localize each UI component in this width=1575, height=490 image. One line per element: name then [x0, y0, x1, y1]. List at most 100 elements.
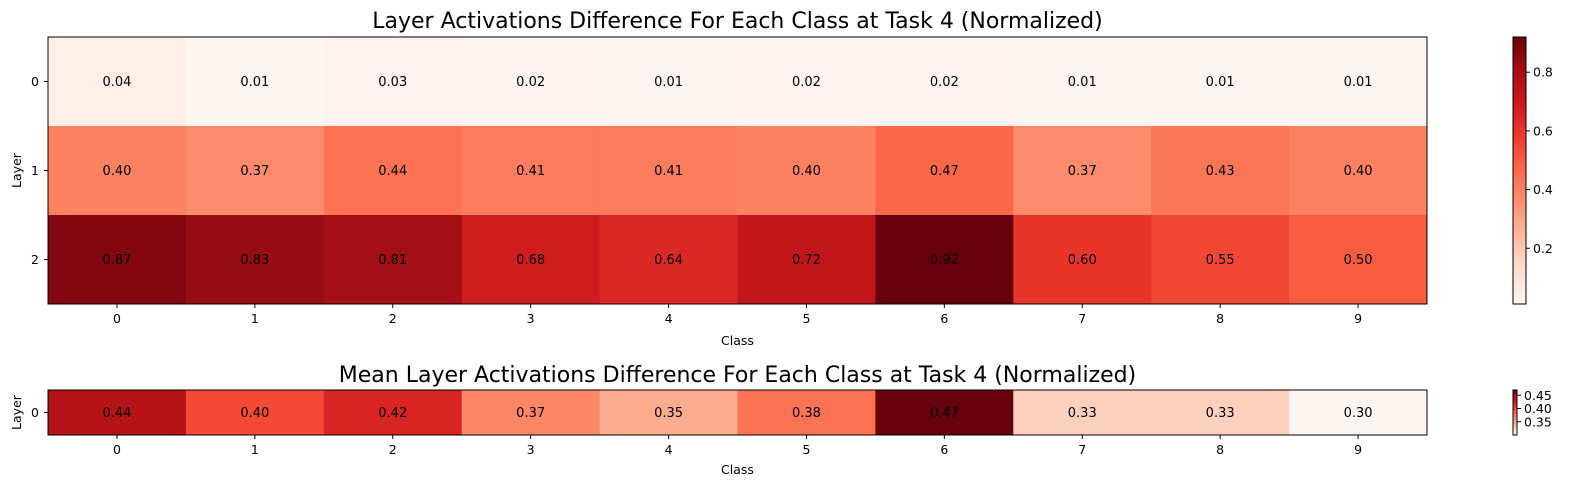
heatmap-cell	[1151, 126, 1290, 216]
heatmap-cell	[185, 37, 325, 127]
heatmap-cell	[48, 126, 187, 216]
cell-value-label: 0.40	[102, 164, 131, 179]
x-tick-label: 1	[251, 442, 259, 457]
x-tick-label: 4	[665, 311, 673, 326]
heatmap-cell	[737, 390, 876, 436]
x-tick-label: 5	[802, 442, 810, 457]
colorbar-tick-label: 0.6	[1533, 123, 1553, 138]
y-tick-label: 0	[31, 74, 39, 89]
heatmap-cell	[323, 215, 463, 305]
cell-value-label: 0.37	[1068, 164, 1097, 179]
heatmap-cell	[48, 215, 187, 305]
heatmap-cell	[323, 390, 463, 436]
chart-title: Layer Activations Difference For Each Cl…	[372, 9, 1102, 34]
heatmap-cell	[875, 215, 1014, 305]
colorbar-tick-label: 0.4	[1533, 182, 1553, 197]
cell-value-label: 0.01	[1206, 75, 1235, 90]
x-tick-label: 8	[1216, 442, 1224, 457]
heatmap-cell	[323, 126, 463, 216]
cell-value-label: 0.02	[516, 75, 545, 90]
colorbar-tick-label: 0.40	[1524, 401, 1552, 416]
cell-value-label: 0.02	[792, 75, 821, 90]
heatmap-cell	[461, 390, 601, 436]
cell-value-label: 0.41	[654, 164, 683, 179]
x-tick-label: 2	[389, 311, 397, 326]
colorbar-tick-label: 0.8	[1533, 65, 1553, 80]
heatmap-cell	[48, 37, 187, 127]
heatmap-cell	[1151, 390, 1290, 436]
cell-value-label: 0.33	[1068, 406, 1097, 421]
x-tick-label: 9	[1354, 311, 1362, 326]
heatmap-cell	[599, 126, 738, 216]
heatmap-cell	[1013, 390, 1152, 436]
heatmap-cell	[1151, 215, 1290, 305]
x-tick-label: 1	[251, 311, 259, 326]
cell-value-label: 0.40	[792, 164, 821, 179]
cell-value-label: 0.47	[930, 406, 959, 421]
heatmap-cell	[185, 126, 325, 216]
cell-value-label: 0.01	[240, 75, 269, 90]
heatmap-cell	[599, 390, 738, 436]
heatmap-cell	[875, 37, 1014, 127]
cell-value-label: 0.55	[1206, 253, 1235, 268]
cell-value-label: 0.01	[1068, 75, 1097, 90]
heatmap-cell	[599, 215, 738, 305]
cell-value-label: 0.01	[1344, 75, 1373, 90]
cell-value-label: 0.37	[240, 164, 269, 179]
cell-value-label: 0.68	[516, 253, 545, 268]
cell-value-label: 0.37	[516, 406, 545, 421]
cell-value-label: 0.43	[1206, 164, 1235, 179]
colorbar	[1512, 389, 1518, 436]
cell-value-label: 0.03	[378, 75, 407, 90]
heatmap-cell	[461, 215, 601, 305]
x-tick-label: 4	[665, 442, 673, 457]
cell-value-label: 0.01	[654, 75, 683, 90]
cell-value-label: 0.40	[1344, 164, 1373, 179]
cell-value-label: 0.47	[930, 164, 959, 179]
heatmap-cell	[737, 37, 876, 127]
heatmap-cell	[323, 37, 463, 127]
x-tick-label: 7	[1078, 442, 1086, 457]
cell-value-label: 0.92	[930, 253, 959, 268]
cell-value-label: 0.44	[102, 406, 131, 421]
x-tick-label: 9	[1354, 442, 1362, 457]
cell-value-label: 0.60	[1068, 253, 1097, 268]
heatmap-cell	[599, 37, 738, 127]
heatmap-cell	[185, 390, 325, 436]
heatmap-cell	[48, 390, 187, 436]
heatmap-cell	[1013, 37, 1152, 127]
heatmap-cell	[737, 126, 876, 216]
chart-title: Mean Layer Activations Difference For Ea…	[339, 363, 1136, 388]
cell-value-label: 0.83	[240, 253, 269, 268]
heatmap-cell	[185, 215, 325, 305]
cell-value-label: 0.44	[378, 164, 407, 179]
colorbar	[1512, 36, 1527, 305]
cell-value-label: 0.33	[1206, 406, 1235, 421]
y-tick-label: 1	[31, 163, 39, 178]
heatmap-cell	[1013, 126, 1152, 216]
cell-value-label: 0.50	[1344, 253, 1373, 268]
colorbar-tick-label: 0.45	[1524, 388, 1552, 403]
cell-value-label: 0.87	[102, 253, 131, 268]
x-tick-label: 0	[113, 442, 121, 457]
x-tick-label: 2	[389, 442, 397, 457]
cell-value-label: 0.38	[792, 406, 821, 421]
x-axis-label: Class	[721, 462, 754, 477]
x-tick-label: 3	[527, 442, 535, 457]
cell-value-label: 0.04	[102, 75, 131, 90]
heatmap-cell	[1013, 215, 1152, 305]
heatmap-cell	[737, 215, 876, 305]
cell-value-label: 0.02	[930, 75, 959, 90]
x-tick-label: 5	[802, 311, 810, 326]
cell-value-label: 0.35	[654, 406, 683, 421]
heatmap-cell	[1151, 37, 1290, 127]
cell-value-label: 0.81	[378, 253, 407, 268]
cell-value-label: 0.30	[1344, 406, 1373, 421]
heatmap-cell	[461, 37, 601, 127]
x-tick-label: 0	[113, 311, 121, 326]
cell-value-label: 0.40	[240, 406, 269, 421]
colorbar-tick-label: 0.2	[1533, 241, 1553, 256]
heatmap-cell	[1289, 126, 1428, 216]
cell-value-label: 0.41	[516, 164, 545, 179]
